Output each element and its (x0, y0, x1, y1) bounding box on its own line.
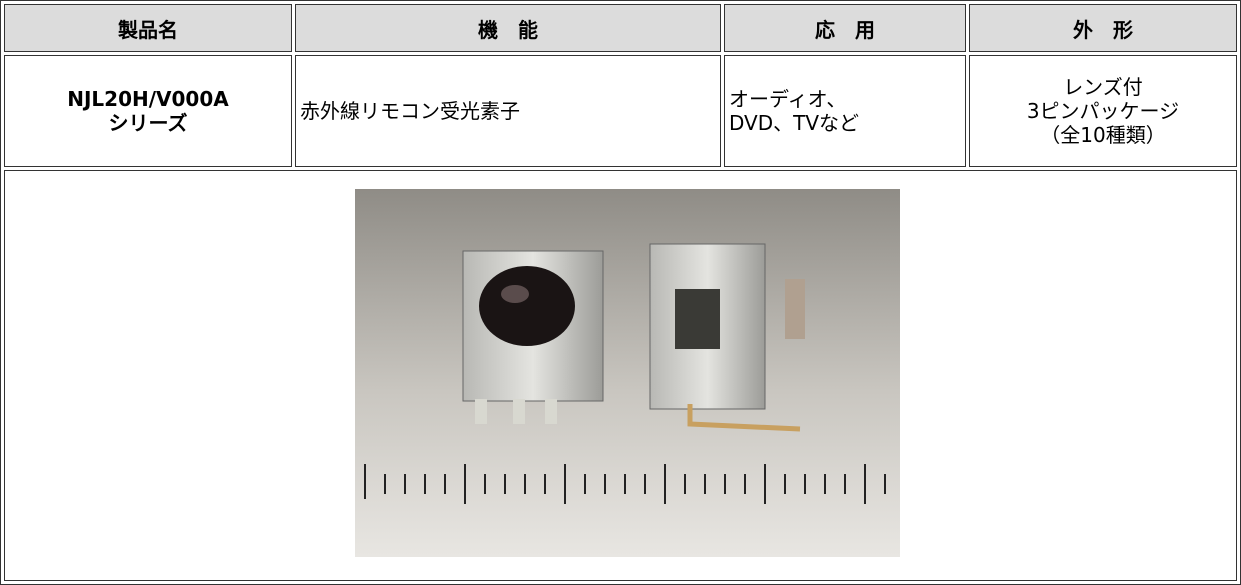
cell-text: 3ピンパッケージ (1026, 99, 1180, 123)
header-row: 製品名 機 能 応 用 外 形 (4, 4, 1237, 52)
product-name-cell: NJL20H/V000A シリーズ (4, 55, 292, 167)
data-row: NJL20H/V000A シリーズ 赤外線リモコン受光素子 オーディオ、 DVD、T… (4, 55, 1237, 167)
function-cell: 赤外線リモコン受光素子 (295, 55, 721, 167)
product-photo (355, 189, 900, 557)
cell-text: レンズ付 (1063, 75, 1143, 99)
header-cell: 応 用 (724, 4, 966, 52)
cell-text: NJL20H/V000A (67, 87, 229, 111)
package-cell: レンズ付 3ピンパッケージ （全10種類） (969, 55, 1237, 167)
header-cell: 製品名 (4, 4, 292, 52)
header-cell: 外 形 (969, 4, 1237, 52)
header-cell: 機 能 (295, 4, 721, 52)
photo-row (4, 170, 1237, 581)
application-cell: オーディオ、 DVD、TVなど (724, 55, 966, 167)
photo-cell (4, 170, 1237, 581)
cell-text: DVD、TVなど (729, 111, 860, 135)
cell-text: オーディオ、 (729, 87, 847, 111)
cell-text: シリーズ (108, 111, 188, 135)
cell-text: （全10種類） (1040, 123, 1166, 147)
cell-text: 赤外線リモコン受光素子 (300, 99, 520, 123)
